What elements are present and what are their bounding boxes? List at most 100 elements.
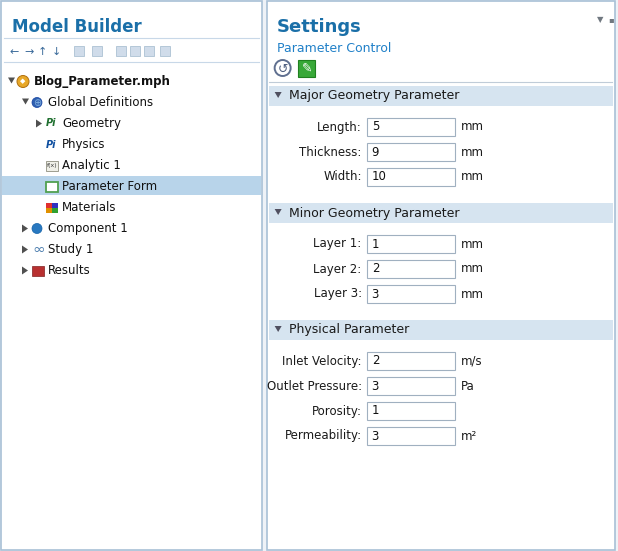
Text: 5: 5: [371, 121, 379, 133]
Bar: [46, 160, 58, 170]
Text: Layer 2:: Layer 2:: [313, 262, 362, 276]
Text: Analytic 1: Analytic 1: [62, 159, 121, 172]
Text: Global Definitions: Global Definitions: [48, 96, 153, 109]
Bar: [269, 320, 613, 340]
Text: Geometry: Geometry: [62, 117, 121, 130]
Bar: [366, 402, 455, 420]
Circle shape: [32, 224, 42, 234]
Polygon shape: [8, 78, 15, 84]
Text: Layer 3:: Layer 3:: [313, 288, 362, 300]
Bar: [130, 46, 140, 56]
Bar: [46, 208, 52, 213]
Text: Physical Parameter: Physical Parameter: [289, 323, 409, 337]
Bar: [2, 176, 261, 195]
Text: 3: 3: [371, 380, 379, 392]
Text: Model Builder: Model Builder: [12, 18, 142, 36]
Text: Physics: Physics: [62, 138, 106, 151]
Text: Blog_Parameter.mph: Blog_Parameter.mph: [34, 75, 171, 88]
Bar: [366, 352, 455, 370]
Text: 2: 2: [371, 262, 379, 276]
Text: 1: 1: [371, 237, 379, 251]
Bar: [52, 208, 58, 213]
Text: mm: mm: [460, 145, 484, 159]
Polygon shape: [274, 92, 282, 98]
Circle shape: [32, 98, 42, 107]
Bar: [366, 285, 455, 303]
Text: 3: 3: [371, 288, 379, 300]
Text: Materials: Materials: [62, 201, 117, 214]
Text: Parameter Form: Parameter Form: [62, 180, 157, 193]
Text: mm: mm: [460, 237, 484, 251]
Polygon shape: [22, 267, 28, 274]
Text: 2: 2: [371, 354, 379, 368]
Bar: [116, 46, 126, 56]
Polygon shape: [22, 246, 28, 253]
Bar: [46, 203, 52, 208]
Text: Parameter Control: Parameter Control: [277, 42, 391, 55]
Polygon shape: [274, 209, 282, 215]
Text: mm: mm: [460, 170, 484, 183]
Text: Thickness:: Thickness:: [299, 145, 362, 159]
Bar: [366, 260, 455, 278]
Polygon shape: [36, 120, 42, 127]
Text: Pi: Pi: [46, 139, 56, 149]
Text: ▪: ▪: [608, 15, 614, 24]
Text: 9: 9: [371, 145, 379, 159]
Text: Permeability:: Permeability:: [284, 429, 362, 442]
Text: Pi: Pi: [46, 118, 56, 128]
Text: Porosity:: Porosity:: [311, 404, 362, 418]
Text: Study 1: Study 1: [48, 243, 93, 256]
Text: ↺: ↺: [277, 62, 288, 75]
Bar: [74, 46, 84, 56]
Text: Width:: Width:: [323, 170, 362, 183]
Bar: [269, 203, 613, 223]
Text: ∞: ∞: [32, 242, 44, 257]
Text: Component 1: Component 1: [48, 222, 128, 235]
Bar: [1, 1, 261, 550]
Text: 1: 1: [371, 404, 379, 418]
Text: m²: m²: [460, 429, 477, 442]
Text: Results: Results: [48, 264, 91, 277]
Bar: [366, 168, 455, 186]
Bar: [366, 427, 455, 445]
Text: Outlet Pressure:: Outlet Pressure:: [266, 380, 362, 392]
Text: Pa: Pa: [460, 380, 475, 392]
Bar: [269, 86, 613, 106]
Text: Major Geometry Parameter: Major Geometry Parameter: [289, 89, 459, 102]
Bar: [366, 377, 455, 395]
Text: ▼: ▼: [597, 15, 604, 24]
Text: 10: 10: [371, 170, 386, 183]
Polygon shape: [274, 326, 282, 332]
Text: ◆: ◆: [20, 78, 26, 84]
Bar: [366, 143, 455, 161]
Text: mm: mm: [460, 288, 484, 300]
Circle shape: [17, 75, 29, 88]
Text: Layer 1:: Layer 1:: [313, 237, 362, 251]
Bar: [46, 181, 58, 192]
Text: →: →: [24, 47, 33, 57]
Text: mm: mm: [460, 121, 484, 133]
Text: f(x): f(x): [47, 163, 57, 168]
FancyBboxPatch shape: [298, 60, 315, 77]
Bar: [366, 235, 455, 253]
Text: Inlet Velocity:: Inlet Velocity:: [282, 354, 362, 368]
Bar: [160, 46, 170, 56]
Text: Length:: Length:: [317, 121, 362, 133]
Bar: [266, 1, 615, 550]
Bar: [366, 118, 455, 136]
Polygon shape: [22, 99, 29, 105]
Bar: [92, 46, 102, 56]
Text: 3: 3: [371, 429, 379, 442]
Text: ←: ←: [10, 47, 19, 57]
Text: Settings: Settings: [277, 18, 362, 36]
Text: ✎: ✎: [302, 62, 312, 74]
Bar: [144, 46, 154, 56]
Polygon shape: [22, 224, 28, 233]
Text: mm: mm: [460, 262, 484, 276]
Text: ↓: ↓: [52, 47, 61, 57]
Bar: [52, 203, 58, 208]
Bar: [32, 266, 44, 276]
Text: ⊕: ⊕: [33, 98, 41, 107]
Text: m/s: m/s: [460, 354, 482, 368]
Text: Minor Geometry Parameter: Minor Geometry Parameter: [289, 207, 459, 219]
